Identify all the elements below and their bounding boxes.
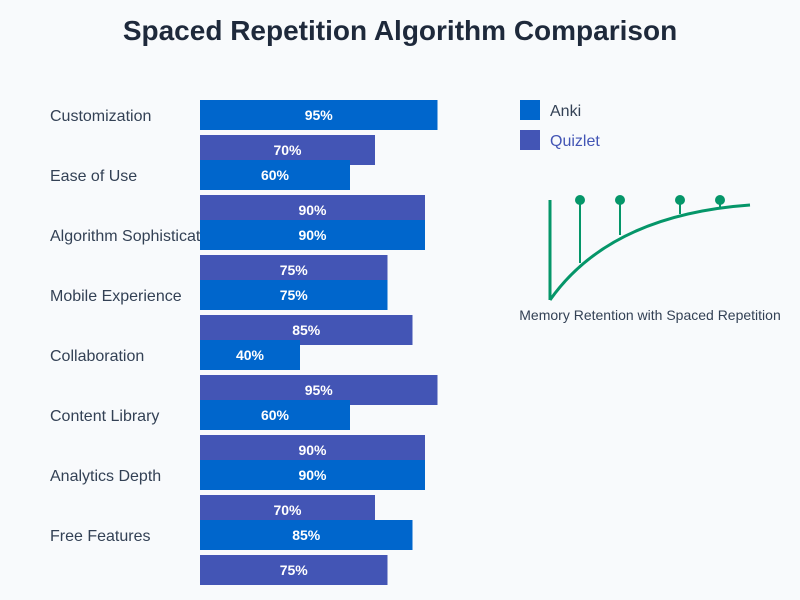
category-label: Analytics Depth (50, 468, 161, 485)
memory-curve-inset (548, 195, 751, 301)
data-label-quizlet: 85% (292, 322, 321, 338)
category-label: Free Features (50, 528, 150, 545)
data-label-anki: 60% (261, 167, 290, 183)
bar-quizlet (200, 555, 388, 585)
category-label: Content Library (50, 408, 159, 425)
review-point (715, 195, 725, 205)
retention-curve (548, 203, 751, 301)
data-label-anki: 85% (292, 527, 321, 543)
anki-bars: 95% 60% 90% 75% 40% 60% 90% 85% (200, 100, 438, 550)
data-label-anki: 90% (298, 467, 327, 483)
data-label-anki: 40% (236, 347, 265, 363)
data-label-quizlet: 75% (280, 562, 309, 578)
review-point (675, 195, 685, 205)
legend-label-anki: Anki (550, 103, 581, 120)
review-point (615, 195, 625, 205)
category-label: Collaboration (50, 348, 144, 365)
category-label: Mobile Experience (50, 288, 182, 305)
bar-anki (200, 280, 388, 310)
category-labels: Customization Ease of Use Algorithm Sophis… (50, 108, 222, 545)
review-point (575, 195, 585, 205)
data-label-quizlet: 70% (273, 142, 302, 158)
bar-anki (200, 400, 350, 430)
data-label-quizlet: 90% (298, 442, 327, 458)
legend-swatch-anki (520, 100, 540, 120)
data-label-anki: 75% (280, 287, 309, 303)
data-label-quizlet: 90% (298, 202, 327, 218)
legend: Anki Quizlet (520, 100, 600, 150)
category-label: Ease of Use (50, 168, 137, 185)
bar-anki (200, 220, 425, 250)
bar-anki (200, 460, 425, 490)
inset-caption: Memory Retention with Spaced Repetition (519, 307, 780, 323)
data-label-quizlet: 75% (280, 262, 309, 278)
legend-swatch-quizlet (520, 130, 540, 150)
data-label-quizlet: 95% (305, 382, 334, 398)
data-label-anki: 95% (305, 107, 334, 123)
data-label-quizlet: 70% (273, 502, 302, 518)
bar-anki (200, 100, 438, 130)
bar-anki (200, 520, 413, 550)
data-label-anki: 60% (261, 407, 290, 423)
bar-anki (200, 340, 300, 370)
bar-anki (200, 160, 350, 190)
category-label: Customization (50, 108, 151, 125)
data-label-anki: 90% (298, 227, 327, 243)
legend-label-quizlet: Quizlet (550, 133, 600, 150)
chart-title: Spaced Repetition Algorithm Comparison (123, 15, 677, 46)
category-label: Algorithm Sophistication (50, 228, 222, 245)
